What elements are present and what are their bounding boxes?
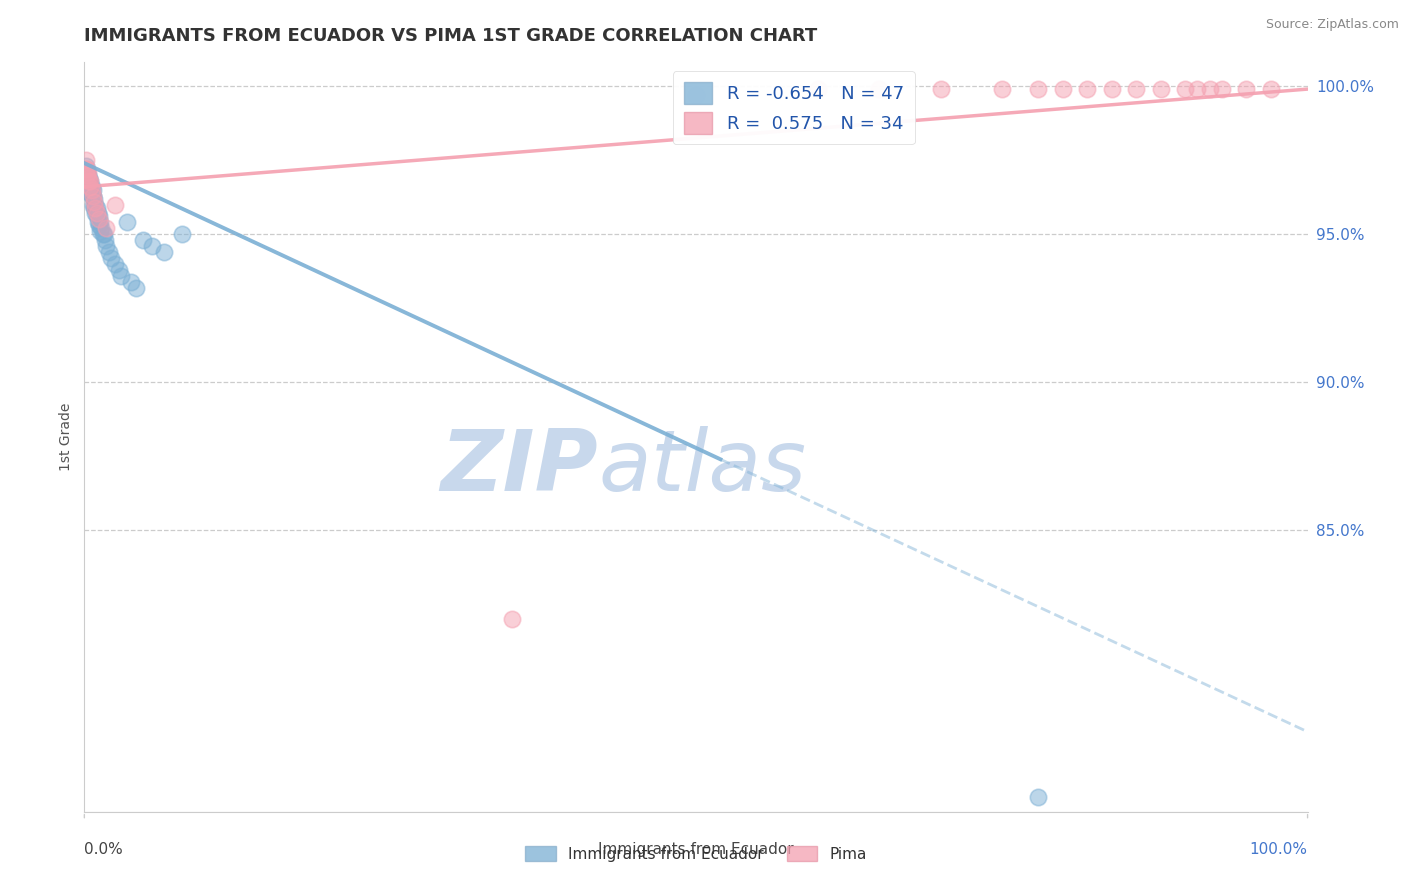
Point [75,153,97,168]
Point [77,168,100,182]
Point [79,186,101,200]
Point [1236,82,1258,96]
Point [86,206,108,220]
Point [82,183,104,197]
Text: Immigrants from Ecuador: Immigrants from Ecuador [598,842,794,856]
Point [77,177,100,191]
Text: IMMIGRANTS FROM ECUADOR VS PIMA 1ST GRADE CORRELATION CHART: IMMIGRANTS FROM ECUADOR VS PIMA 1ST GRAD… [84,27,818,45]
Point [83,194,105,209]
Point [77,170,100,185]
Point [115,215,138,229]
Point [79,179,101,194]
Point [87,219,110,233]
Point [685,88,707,103]
Point [77,165,100,179]
Point [82,188,104,202]
Point [125,280,148,294]
Point [1101,82,1123,96]
Point [97,244,120,259]
Point [1028,82,1050,96]
Point [929,82,952,96]
Point [87,206,110,220]
Point [94,233,117,247]
Point [76,168,98,182]
Point [80,188,103,202]
Point [87,215,110,229]
Point [96,221,118,235]
Point [87,212,110,227]
Point [75,162,97,177]
Point [79,174,101,188]
Legend: Immigrants from Ecuador, Pima: Immigrants from Ecuador, Pima [519,839,873,868]
Point [75,170,97,185]
Point [86,210,108,224]
Point [1198,82,1220,96]
Point [84,197,107,211]
Point [86,201,108,215]
Point [104,257,127,271]
Point [1174,82,1197,96]
Point [82,188,104,202]
Point [77,174,100,188]
Point [84,206,107,220]
Point [89,215,111,229]
Point [1076,82,1098,96]
Point [91,227,114,242]
Text: atlas: atlas [598,425,806,508]
Point [153,244,176,259]
Point [79,179,101,194]
Point [76,165,98,179]
Point [80,179,103,194]
Point [77,170,100,185]
Text: 100.0%: 100.0% [1250,842,1308,856]
Text: ZIP: ZIP [440,425,598,508]
Point [132,233,155,247]
Point [93,227,115,242]
Point [991,82,1014,96]
Point [807,82,830,96]
Y-axis label: 1st Grade: 1st Grade [59,403,73,471]
Point [1211,82,1233,96]
Point [1150,82,1173,96]
Point [120,275,142,289]
Point [1052,82,1074,96]
Point [83,201,105,215]
Text: Source: ZipAtlas.com: Source: ZipAtlas.com [1265,18,1399,31]
Point [82,197,104,211]
Point [1028,789,1050,804]
Point [79,174,101,188]
Point [1187,82,1209,96]
Point [1260,82,1282,96]
Point [89,224,111,238]
Point [76,174,98,188]
Point [502,612,524,626]
Point [75,159,97,173]
Point [84,201,107,215]
Point [83,192,105,206]
Text: 0.0%: 0.0% [84,842,124,856]
Point [100,251,122,265]
Point [172,227,194,242]
Point [87,210,110,224]
Point [110,268,132,283]
Point [77,179,100,194]
Point [90,221,112,235]
Point [80,183,103,197]
Point [96,239,118,253]
Point [76,162,98,177]
Point [104,197,127,211]
Point [869,82,891,96]
Point [107,262,129,277]
Point [141,239,163,253]
Point [1125,82,1147,96]
